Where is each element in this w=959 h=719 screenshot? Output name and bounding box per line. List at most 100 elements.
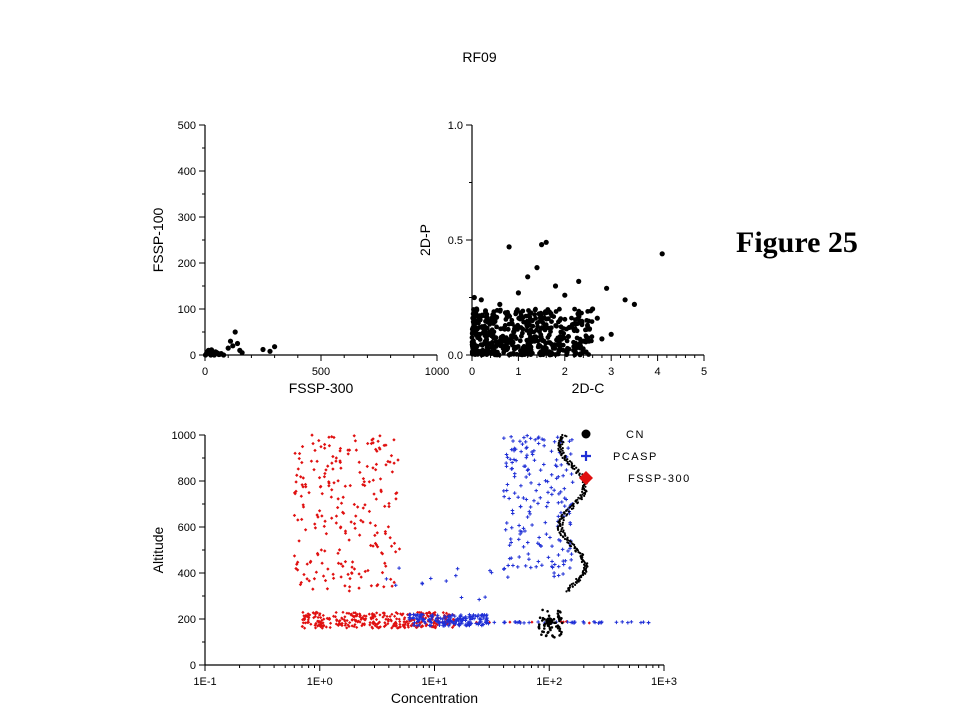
- data-point: [390, 470, 395, 474]
- data-point: [583, 494, 586, 497]
- data-point: [566, 541, 569, 544]
- data-point: [406, 625, 411, 629]
- data-point: [323, 549, 327, 553]
- page-title: RF09: [462, 49, 497, 65]
- data-point: [319, 622, 323, 626]
- data-point: [507, 543, 512, 548]
- data-point: [484, 621, 489, 625]
- data-point: [561, 535, 565, 538]
- data-point: [556, 573, 561, 578]
- data-point: [392, 622, 396, 626]
- data-point: [608, 331, 614, 337]
- data-point: [323, 578, 328, 583]
- data-point: [537, 351, 543, 357]
- data-point: [527, 557, 531, 562]
- data-point: [419, 610, 423, 615]
- data-point: [469, 335, 475, 340]
- data-point: [502, 436, 506, 440]
- data-point: [493, 344, 499, 349]
- data-point: [414, 621, 419, 625]
- data-point: [444, 579, 449, 583]
- data-point: [472, 313, 478, 319]
- data-point: [341, 495, 345, 499]
- data-point: [549, 628, 552, 632]
- data-point: [551, 634, 554, 637]
- data-point: [527, 312, 533, 317]
- data-point: [327, 435, 331, 439]
- data-point: [385, 614, 389, 619]
- data-point: [350, 571, 354, 575]
- data-point: [321, 574, 326, 578]
- data-point: [299, 494, 304, 498]
- data-point: [575, 311, 581, 317]
- data-point: [307, 490, 311, 495]
- data-point: [355, 625, 359, 630]
- data-point: [556, 612, 560, 615]
- x-axis-label: FSSP-300: [289, 380, 354, 396]
- data-point: [516, 495, 520, 499]
- data-point: [572, 507, 575, 510]
- data-point: [506, 563, 510, 568]
- data-point: [358, 620, 362, 624]
- data-point: [575, 547, 579, 551]
- data-point: [509, 447, 514, 452]
- data-point: [394, 491, 398, 496]
- data-point: [484, 315, 490, 321]
- data-point: [338, 446, 343, 451]
- data-point: [337, 619, 341, 623]
- data-point: [489, 570, 494, 575]
- y-tick-label: 0.5: [448, 235, 463, 247]
- data-point: [557, 617, 561, 621]
- data-point: [547, 614, 551, 618]
- y-tick-label: 0.0: [448, 350, 463, 362]
- data-point: [334, 610, 338, 615]
- data-point: [260, 346, 266, 353]
- data-point: [533, 336, 538, 342]
- data-point: [357, 572, 361, 576]
- data-point: [371, 614, 375, 618]
- y-tick-label: 600: [178, 522, 196, 534]
- data-point: [398, 625, 402, 629]
- data-point: [441, 623, 445, 628]
- data-point: [411, 623, 416, 627]
- x-tick-label: 500: [312, 366, 330, 378]
- data-point: [332, 481, 336, 485]
- data-point: [527, 472, 532, 476]
- data-point: [361, 476, 366, 481]
- data-point: [322, 524, 326, 529]
- data-point: [445, 620, 449, 624]
- data-point: [524, 327, 529, 333]
- x-tick-label: 3: [608, 366, 614, 378]
- data-point: [513, 620, 518, 624]
- data-point: [435, 613, 440, 618]
- data-point: [538, 332, 544, 338]
- data-point: [346, 623, 350, 627]
- data-point: [300, 624, 304, 629]
- data-point: [481, 622, 486, 627]
- data-point: [368, 521, 373, 525]
- data-point: [568, 460, 572, 463]
- data-point: [403, 622, 407, 626]
- data-point: [562, 519, 565, 522]
- data-point: [504, 521, 509, 525]
- data-point: [561, 447, 564, 450]
- data-point: [569, 472, 574, 476]
- data-point: [357, 533, 362, 537]
- data-point: [396, 458, 400, 462]
- data-point: [367, 480, 372, 484]
- data-point: [409, 624, 413, 628]
- data-point: [296, 518, 300, 522]
- data-point: [472, 616, 476, 621]
- data-point: [301, 621, 305, 625]
- data-point: [343, 484, 347, 488]
- data-point: [436, 616, 441, 621]
- data-point: [306, 620, 310, 624]
- data-point: [304, 613, 308, 617]
- data-point: [524, 497, 529, 502]
- data-point: [326, 464, 330, 468]
- data-point: [455, 566, 460, 571]
- data-point: [516, 315, 522, 321]
- data-point: [306, 612, 310, 616]
- data-point: [546, 316, 551, 322]
- data-point: [497, 301, 503, 307]
